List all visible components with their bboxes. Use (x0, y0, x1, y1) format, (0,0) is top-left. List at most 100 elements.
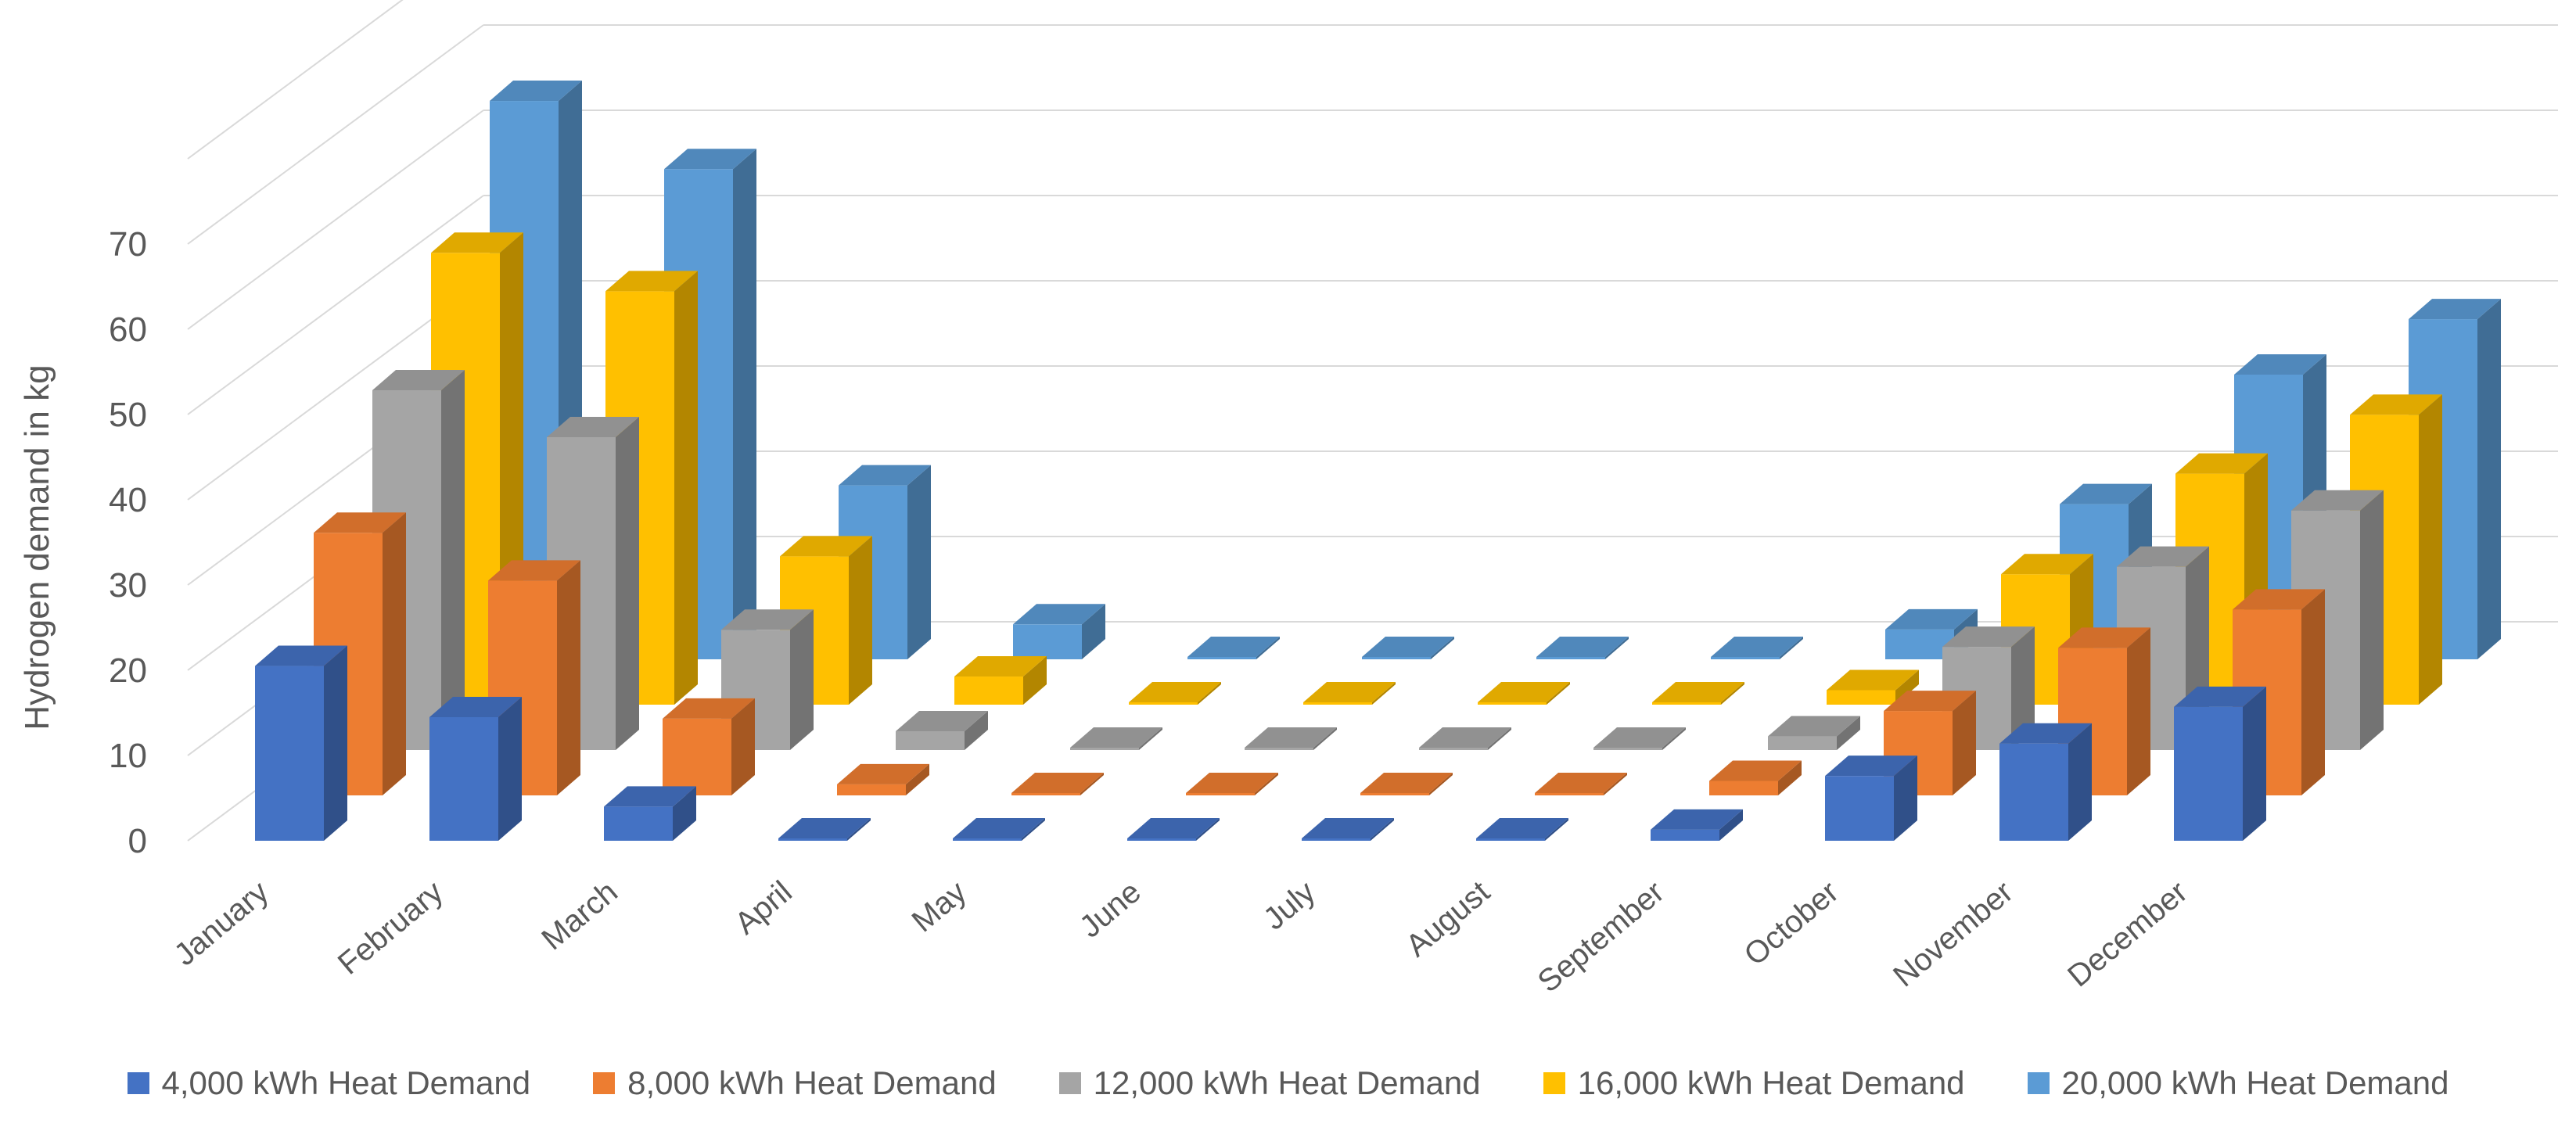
y-axis-ticks: 0 10 20 30 40 50 60 70 (109, 225, 147, 860)
x-tick-label: September (1532, 874, 1671, 999)
bar (1768, 716, 1860, 750)
bar-front (1652, 702, 1721, 705)
bar-top (2001, 554, 2093, 575)
bar-side (498, 696, 522, 841)
y-tick-label: 20 (109, 651, 147, 690)
legend-swatch (127, 1072, 149, 1094)
bar (954, 656, 1047, 705)
y-tick-label: 10 (109, 737, 147, 775)
bar-side (1605, 637, 1629, 659)
legend-label: 16,000 kWh Heat Demand (1577, 1064, 1965, 1101)
bar-side (2301, 589, 2325, 795)
bar-top (1362, 637, 1454, 657)
legend-item: 20,000 kWh Heat Demand (2027, 1064, 2449, 1102)
bar-top (2058, 627, 2150, 648)
x-tick-label: July (1257, 874, 1322, 936)
legend-label: 8,000 kWh Heat Demand (627, 1064, 997, 1101)
bar (1186, 773, 1278, 795)
bar-side (1431, 637, 1454, 659)
bars (255, 81, 2501, 841)
bar-side (2419, 394, 2442, 705)
bar (896, 711, 988, 750)
legend-swatch (2027, 1072, 2050, 1094)
bar (1302, 818, 1394, 841)
y-axis-label: Hydrogen demand in kg (18, 364, 56, 730)
bar-front (1651, 829, 1719, 841)
bar-front (1711, 657, 1780, 659)
bar-side (1662, 727, 1686, 750)
bar-top (2174, 686, 2266, 707)
bar-top (721, 609, 814, 630)
bar-side (1488, 727, 1511, 750)
bar-top (2350, 394, 2442, 415)
bar (1478, 682, 1570, 705)
bar-front (778, 838, 847, 841)
bar-side (1198, 682, 1221, 705)
bar (1129, 682, 1221, 705)
bar-side (1023, 656, 1047, 705)
bar-side (2127, 627, 2150, 795)
bar-side (906, 763, 929, 795)
bar-front (1129, 702, 1198, 705)
x-tick-label: April (728, 874, 799, 941)
bar-side (1953, 691, 1976, 795)
y-tick-label: 50 (109, 396, 147, 434)
bar-top (1535, 773, 1627, 793)
bar-side (1080, 773, 1104, 795)
bar-top (1360, 773, 1453, 793)
x-tick-label: January (167, 874, 275, 972)
bar-top (1827, 669, 1919, 691)
bar-front (1419, 748, 1488, 750)
bar-side (847, 818, 871, 841)
bar-front (1709, 781, 1778, 795)
bar-front (1536, 657, 1605, 659)
bar-side (2011, 626, 2035, 750)
bar (1011, 773, 1104, 795)
bar-top (1884, 691, 1976, 712)
bar-top (1129, 682, 1221, 702)
bar-top (490, 81, 582, 102)
legend-label: 20,000 kWh Heat Demand (2061, 1064, 2449, 1101)
legend-swatch (593, 1072, 616, 1094)
bar-front (1013, 624, 1082, 659)
bar-side (1139, 727, 1162, 750)
bar (1825, 756, 1917, 841)
bar-top (1825, 756, 1917, 777)
bar (604, 786, 696, 841)
x-axis-ticks: January February March April May June July Augu… (167, 874, 2193, 999)
bar-side (1429, 773, 1453, 795)
bar-top (1885, 608, 1978, 630)
x-tick-label: October (1737, 874, 1845, 972)
bar-side (1894, 756, 1917, 841)
bar-side (2360, 490, 2384, 750)
bar-side (907, 465, 931, 659)
bar-side (1780, 637, 1803, 659)
bar-side (2068, 723, 2092, 841)
bar (1652, 682, 1744, 705)
bar-top (1999, 723, 2092, 744)
bar-top (1013, 604, 1105, 625)
legend-label: 12,000 kWh Heat Demand (1093, 1064, 1481, 1101)
bar-side (1719, 809, 1743, 841)
bar-side (557, 560, 580, 795)
bar (1711, 637, 1803, 659)
bar-side (1256, 637, 1280, 659)
legend-item: 8,000 kWh Heat Demand (593, 1064, 997, 1102)
bar (664, 149, 756, 659)
bar-top (314, 512, 406, 533)
gridline-side (187, 109, 484, 330)
bar-top (429, 696, 522, 717)
bar-top (431, 232, 523, 253)
legend-item: 12,000 kWh Heat Demand (1058, 1064, 1481, 1102)
bar-top (604, 786, 696, 807)
bar-top (2233, 589, 2325, 610)
bar-front (1999, 743, 2068, 841)
bar-side (1604, 773, 1627, 795)
bar (255, 645, 347, 841)
x-tick-label: May (906, 874, 973, 939)
bar-side (733, 149, 756, 659)
bar-side (849, 536, 872, 705)
bar-top (1652, 682, 1744, 702)
bar-front (896, 731, 965, 750)
bar (953, 818, 1045, 841)
